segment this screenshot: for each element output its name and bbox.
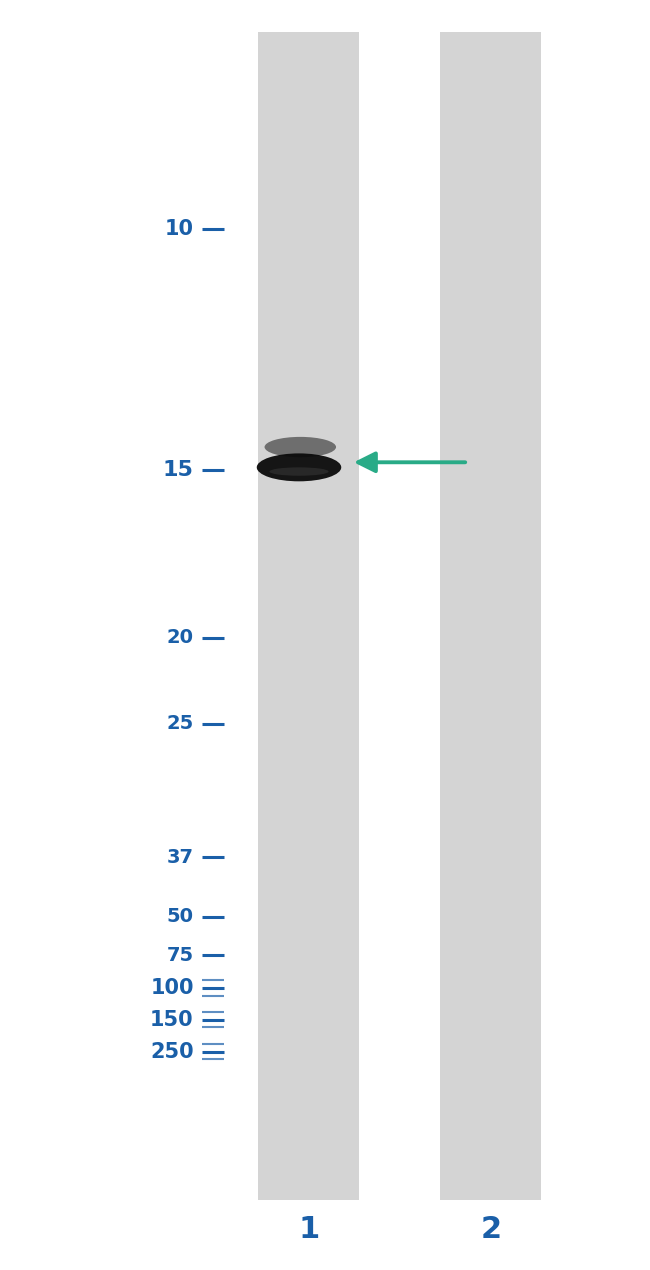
Text: 50: 50 xyxy=(166,908,194,926)
Text: 250: 250 xyxy=(150,1041,194,1062)
Text: 75: 75 xyxy=(166,946,194,964)
Ellipse shape xyxy=(265,437,336,457)
Ellipse shape xyxy=(257,453,341,481)
Text: 37: 37 xyxy=(166,848,194,866)
Text: 1: 1 xyxy=(298,1215,319,1243)
Bar xyxy=(259,32,359,1200)
Text: 10: 10 xyxy=(164,218,194,239)
Text: 100: 100 xyxy=(150,978,194,998)
Text: 20: 20 xyxy=(166,629,194,646)
Bar xyxy=(441,32,541,1200)
Text: 2: 2 xyxy=(480,1215,501,1243)
Text: 15: 15 xyxy=(162,460,194,480)
Text: 150: 150 xyxy=(150,1010,194,1030)
Ellipse shape xyxy=(270,467,329,476)
Text: 25: 25 xyxy=(166,715,194,733)
